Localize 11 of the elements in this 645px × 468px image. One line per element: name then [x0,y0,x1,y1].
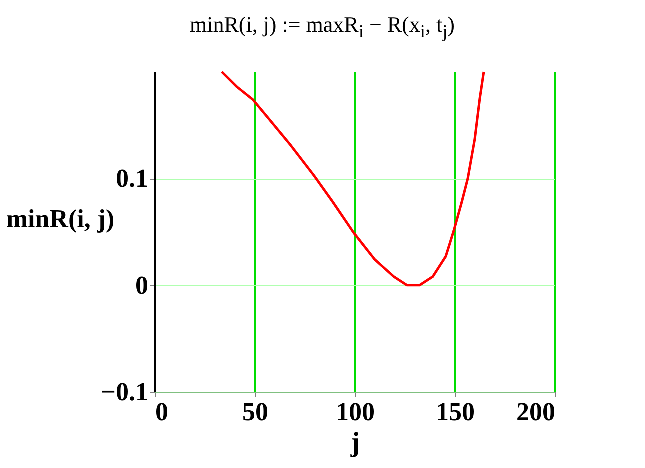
x-tick-label: 150 [436,398,475,426]
y-tick-label: 0.1 [116,164,148,194]
x-tick-label: 50 [242,398,268,426]
x-tick-label: 0 [156,398,168,426]
x-tick-label: 100 [336,398,375,426]
y-axis-title: minR(i, j) [6,204,115,234]
y-tick-label: −0.1 [101,378,148,406]
chart-title: minR(i, j) := maxR$_{i}$ − R(x$_{i}$, t$_{j}$) [188,11,456,44]
x-tick-label: 200 [516,398,556,426]
y-tick-label: 0 [136,270,148,300]
line-series [220,70,486,287]
